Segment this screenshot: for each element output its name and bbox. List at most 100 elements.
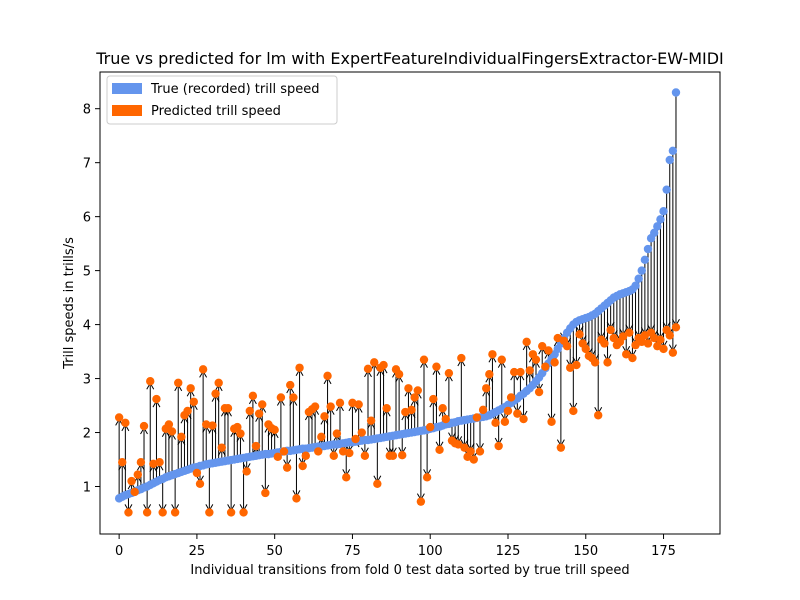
predicted-point <box>258 400 267 409</box>
predicted-point <box>457 353 466 363</box>
predicted-point <box>279 447 289 456</box>
true-point <box>662 185 671 194</box>
predicted-point <box>183 406 192 416</box>
predicted-points-layer <box>114 323 681 517</box>
predicted-point <box>298 461 307 471</box>
predicted-point <box>581 344 590 354</box>
predicted-point <box>217 443 226 452</box>
predicted-point <box>625 328 634 337</box>
predicted-point <box>410 393 419 402</box>
predicted-point <box>370 358 379 367</box>
legend: True (recorded) trill speed Predicted tr… <box>106 75 338 125</box>
predicted-point <box>432 362 441 371</box>
y-tick-label: 1 <box>83 481 91 496</box>
true-point <box>643 244 653 254</box>
predicted-point <box>139 421 149 431</box>
x-tick-label: 25 <box>189 544 206 559</box>
predicted-point <box>382 404 391 413</box>
legend-box <box>106 75 338 125</box>
predicted-point <box>534 387 544 397</box>
predicted-point <box>233 422 242 432</box>
predicted-point <box>485 370 494 379</box>
predicted-point <box>426 422 435 432</box>
predicted-point <box>335 398 345 408</box>
predicted-point <box>208 421 217 430</box>
true-point <box>634 274 643 283</box>
predicted-point <box>211 389 220 398</box>
predicted-point <box>622 350 631 359</box>
predicted-point <box>245 406 254 416</box>
true-point <box>668 146 678 155</box>
predicted-point <box>488 350 497 359</box>
predicted-point <box>665 331 674 340</box>
predicted-point <box>155 458 164 467</box>
true-point <box>665 155 674 165</box>
predicted-point <box>323 371 332 381</box>
x-tick-label: 75 <box>344 544 361 559</box>
predicted-point <box>192 468 202 478</box>
true-point <box>671 88 681 97</box>
true-point <box>653 222 662 231</box>
x-axis-label: Individual transitions from fold 0 test … <box>190 563 629 578</box>
predicted-point <box>419 355 429 364</box>
predicted-point <box>136 458 146 467</box>
predicted-point <box>301 451 310 460</box>
predicted-point <box>572 360 581 370</box>
predicted-point <box>373 479 382 489</box>
y-axis-label: Trill speeds in trills/s <box>62 237 77 370</box>
predicted-point <box>556 443 566 452</box>
predicted-point <box>177 432 186 442</box>
predicted-point <box>404 384 413 393</box>
predicted-point <box>198 365 208 374</box>
predicted-point <box>531 355 541 364</box>
predicted-point <box>469 455 478 464</box>
predicted-point <box>236 429 245 438</box>
predicted-point <box>668 348 678 357</box>
predicted-point <box>158 508 167 517</box>
predicted-point <box>329 451 338 460</box>
predicted-point <box>600 339 609 348</box>
predicted-point <box>186 384 195 393</box>
predicted-point <box>594 411 603 420</box>
predicted-point <box>454 440 463 449</box>
predicted-point <box>292 494 301 503</box>
y-axis-ticks: 1 2 3 4 5 6 7 8 <box>83 103 100 496</box>
true-point <box>637 266 646 275</box>
predicted-point <box>379 360 388 370</box>
legend-swatch-predicted <box>112 105 142 116</box>
predicted-point <box>170 508 180 517</box>
predicted-point <box>205 508 214 517</box>
predicted-point <box>413 386 422 395</box>
predicted-point <box>167 427 177 436</box>
predicted-point <box>478 405 488 415</box>
predicted-point <box>295 363 304 372</box>
predicted-point <box>289 393 298 402</box>
predicted-point <box>124 508 133 517</box>
predicted-point <box>550 358 559 367</box>
predicted-point <box>422 473 432 482</box>
predicted-point <box>541 362 550 371</box>
predicted-point <box>146 377 155 386</box>
predicted-point <box>519 414 528 424</box>
predicted-point <box>332 429 342 438</box>
true-point <box>659 207 668 216</box>
predicted-point <box>444 368 454 378</box>
x-tick-label: 0 <box>115 544 123 559</box>
predicted-point <box>286 380 295 390</box>
predicted-point <box>538 341 547 351</box>
predicted-point <box>631 340 640 350</box>
y-tick-label: 7 <box>83 157 91 172</box>
predicted-point <box>398 451 407 460</box>
predicted-point <box>174 378 183 388</box>
predicted-point <box>342 473 351 482</box>
predicted-point <box>345 448 354 458</box>
x-tick-label: 50 <box>266 544 283 559</box>
y-tick-label: 5 <box>83 265 91 280</box>
y-tick-label: 8 <box>83 103 91 118</box>
true-point <box>640 255 650 265</box>
predicted-point <box>429 394 438 404</box>
predicted-point <box>214 378 223 388</box>
predicted-point <box>575 330 584 339</box>
legend-swatch-true <box>112 83 142 94</box>
